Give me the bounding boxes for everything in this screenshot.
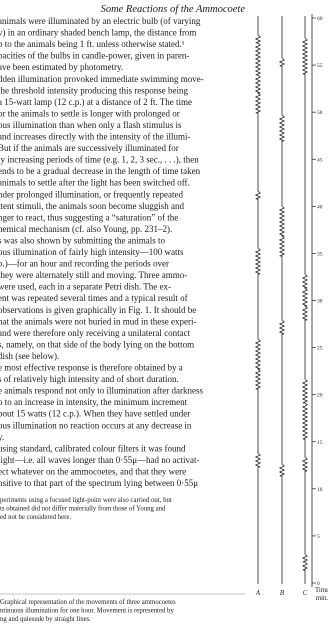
movement-trace: [254, 16, 262, 584]
body-line: o to an increase in intensity, the minim…: [0, 397, 188, 407]
body-line: ect whatever on the ammocoetes, and that…: [0, 466, 186, 476]
body-line: dish (see below).: [0, 351, 59, 361]
tick-label: 15: [317, 440, 323, 446]
tick-label: 35: [317, 251, 323, 257]
tick-label: 10: [317, 487, 323, 493]
body-line: pacities of the bulbs in candle-power, g…: [0, 51, 189, 61]
running-head: Some Reactions of the Ammocoete: [101, 4, 246, 15]
animal-label: C: [303, 590, 308, 597]
body-line: nder prolonged illumination, or frequent…: [0, 189, 183, 199]
body-line: But if the animals are successively illu…: [0, 143, 179, 153]
body-line: ave been estimated by photometry.: [0, 62, 123, 72]
body-line: the threshold intensity producing this r…: [0, 85, 188, 95]
body-line: observations is given graphically in Fig…: [0, 305, 196, 315]
tick-label: 60: [317, 16, 323, 22]
body-line: animals were illuminated by an electric …: [0, 16, 201, 26]
body-line: y.: [0, 432, 4, 442]
body-line: ent was repeated several times and a typ…: [0, 293, 188, 303]
axis-label: min.: [316, 595, 328, 602]
body-line: nsitive to that part of the spectrum lyi…: [0, 478, 198, 488]
body-line: nger to react, thus suggesting a “satura…: [0, 212, 178, 222]
body-line: bout 15 watts (12 c.p.). When they have …: [0, 409, 190, 419]
movement-trace: [278, 16, 286, 584]
body-line: were used, each in a separate Petri dish…: [0, 282, 171, 292]
footnote-line: periments using a focused light-point we…: [0, 497, 172, 504]
body-line: s of relatively high intensity and of sh…: [0, 374, 179, 384]
animal-label: A: [255, 590, 261, 597]
body-line: and were therefore only receiving a unil…: [0, 328, 191, 338]
body-line: b to the animals being 1 ft. unless othe…: [0, 39, 185, 49]
body-line: ous illumination of fairly high intensit…: [0, 247, 184, 257]
axis-label: Time: [315, 587, 328, 594]
tick-label: 20: [317, 393, 323, 399]
body-line: p.)—for an hour and recording the period…: [0, 259, 169, 269]
body-line: ttent stimuli, the animals soon become s…: [0, 201, 184, 211]
body-line: dden illumination provoked immediate swi…: [0, 74, 204, 84]
tick-label: 5: [317, 534, 320, 540]
movement-trace: [301, 16, 309, 584]
tick-label: 30: [317, 299, 323, 305]
body-line: s, namely, on that side of the body lyin…: [0, 339, 194, 349]
tick-label: 50: [317, 110, 323, 116]
caption-line: Graphical representation of the movement…: [0, 599, 176, 606]
tick-label: 55: [317, 63, 323, 69]
caption-line: ng and quiesude by straight lines.: [0, 616, 91, 623]
body-line: ous illumination than when only a flash …: [0, 120, 182, 130]
body-line: or the animals to settle is longer with …: [0, 108, 180, 118]
tick-label: 25: [317, 346, 323, 352]
body-line: and increases directly with the intensit…: [0, 132, 190, 142]
footnote-line: ts obtained did not differ materially fr…: [0, 506, 166, 513]
body-line: they were alternately still and moving. …: [0, 270, 187, 280]
tick-label: 0: [317, 581, 320, 587]
body-line: hat the animals were not buried in mud i…: [0, 316, 196, 326]
animal-label: B: [280, 590, 284, 597]
body-line: light—i.e. all waves longer than 0·55μ—h…: [0, 455, 200, 465]
body-line: ous illumination no reaction occurs at a…: [0, 420, 192, 430]
body-line: ends to be a gradual decrease in the len…: [0, 166, 201, 176]
body-line: animals to settle after the light has be…: [0, 178, 190, 188]
body-line: using standard, calibrated colour filter…: [0, 443, 186, 453]
body-line: s was also shown by submitting the anima…: [0, 235, 165, 245]
footnote-line: ed not be considered here.: [0, 514, 71, 521]
body-line: hemical mechanism (cf. also Young, pp. 2…: [0, 224, 172, 234]
body-line: e animals respond not only to illuminati…: [0, 386, 203, 396]
body-line: v) in an ordinary shaded bench lamp, the…: [0, 28, 196, 38]
caption-line: ntinuous illumination for one hour. Move…: [0, 608, 174, 615]
body-line: e most effective response is therefore o…: [0, 363, 183, 373]
tick-label: 40: [317, 204, 323, 210]
tick-label: 45: [317, 157, 323, 163]
body-line: a 15-watt lamp (12 c.p.) at a distance o…: [0, 97, 192, 107]
body-line: ly increasing periods of time (e.g. 1, 2…: [0, 155, 199, 165]
